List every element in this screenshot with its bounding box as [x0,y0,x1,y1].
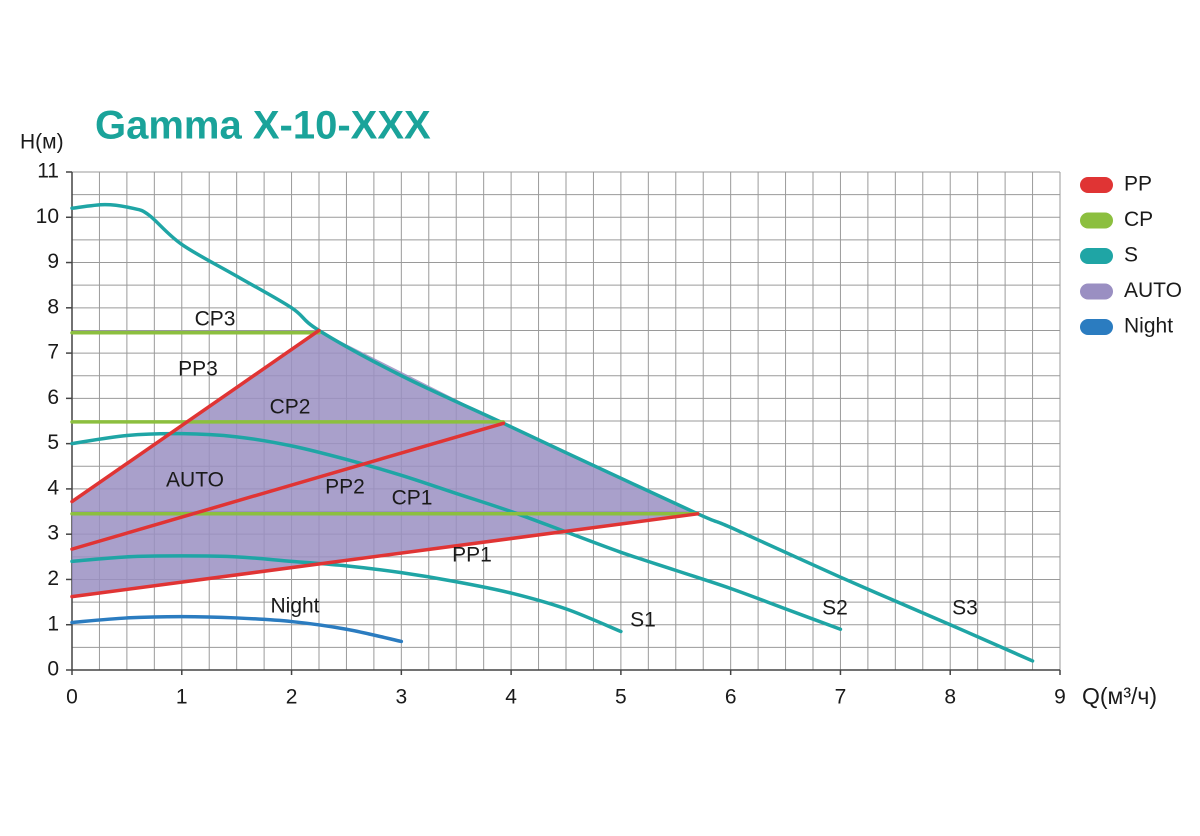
x-tick-label: 9 [1054,686,1066,709]
legend-label: Night [1124,315,1173,338]
curve-label: PP3 [178,358,218,381]
x-tick-label: 2 [286,686,298,709]
curve-label: S2 [822,597,848,620]
chart-title: Gamma X-10-XXX [95,104,431,148]
curve-label: Night [270,595,319,618]
y-tick-label: 2 [47,567,59,590]
legend-swatch [1080,283,1113,300]
curve [70,614,404,644]
y-tick-label: 4 [47,476,59,499]
curve-label: CP2 [270,396,311,419]
curve-label: AUTO [166,469,224,492]
curve-label: CP3 [195,308,236,331]
curve-label: S3 [952,597,978,620]
legend-swatch [1080,177,1113,193]
curve [70,328,321,504]
y-tick-label: 8 [47,295,59,318]
x-tick-label: 4 [505,686,517,709]
x-tick-label: 3 [395,686,407,709]
y-tick-label: 3 [47,522,59,545]
y-axis-label: H(м) [20,131,64,154]
y-tick-label: 7 [47,341,59,364]
y-tick-label: 1 [47,612,59,635]
curve-label: PP2 [325,476,365,499]
legend-label: AUTO [1124,279,1182,302]
x-tick-label: 8 [944,686,956,709]
x-tick-label: 0 [66,686,78,709]
x-axis-label: Q(м³/ч) [1082,683,1157,709]
curve-label: CP1 [392,487,433,510]
legend-swatch [1080,212,1113,229]
legend-swatch [1080,319,1113,335]
y-tick-label: 10 [36,205,59,228]
x-tick-label: 6 [725,686,737,709]
legend-swatch [1080,248,1113,264]
legend-label: S [1124,244,1138,267]
y-tick-label: 0 [47,658,59,681]
curve [70,421,506,551]
curve [70,554,623,634]
curve [70,202,1035,663]
y-tick-label: 9 [47,250,59,273]
auto-area [72,330,698,597]
legend-label: CP [1124,208,1153,231]
curve [70,512,700,599]
curve [70,431,843,632]
x-tick-label: 1 [176,686,188,709]
y-tick-label: 6 [47,386,59,409]
legend-label: PP [1124,173,1152,196]
x-tick-label: 7 [835,686,847,709]
y-tick-label: 5 [47,431,59,454]
curve-label: S1 [630,609,656,632]
x-tick-label: 5 [615,686,627,709]
curve-label: PP1 [452,544,492,567]
y-tick-label: 11 [37,160,59,183]
